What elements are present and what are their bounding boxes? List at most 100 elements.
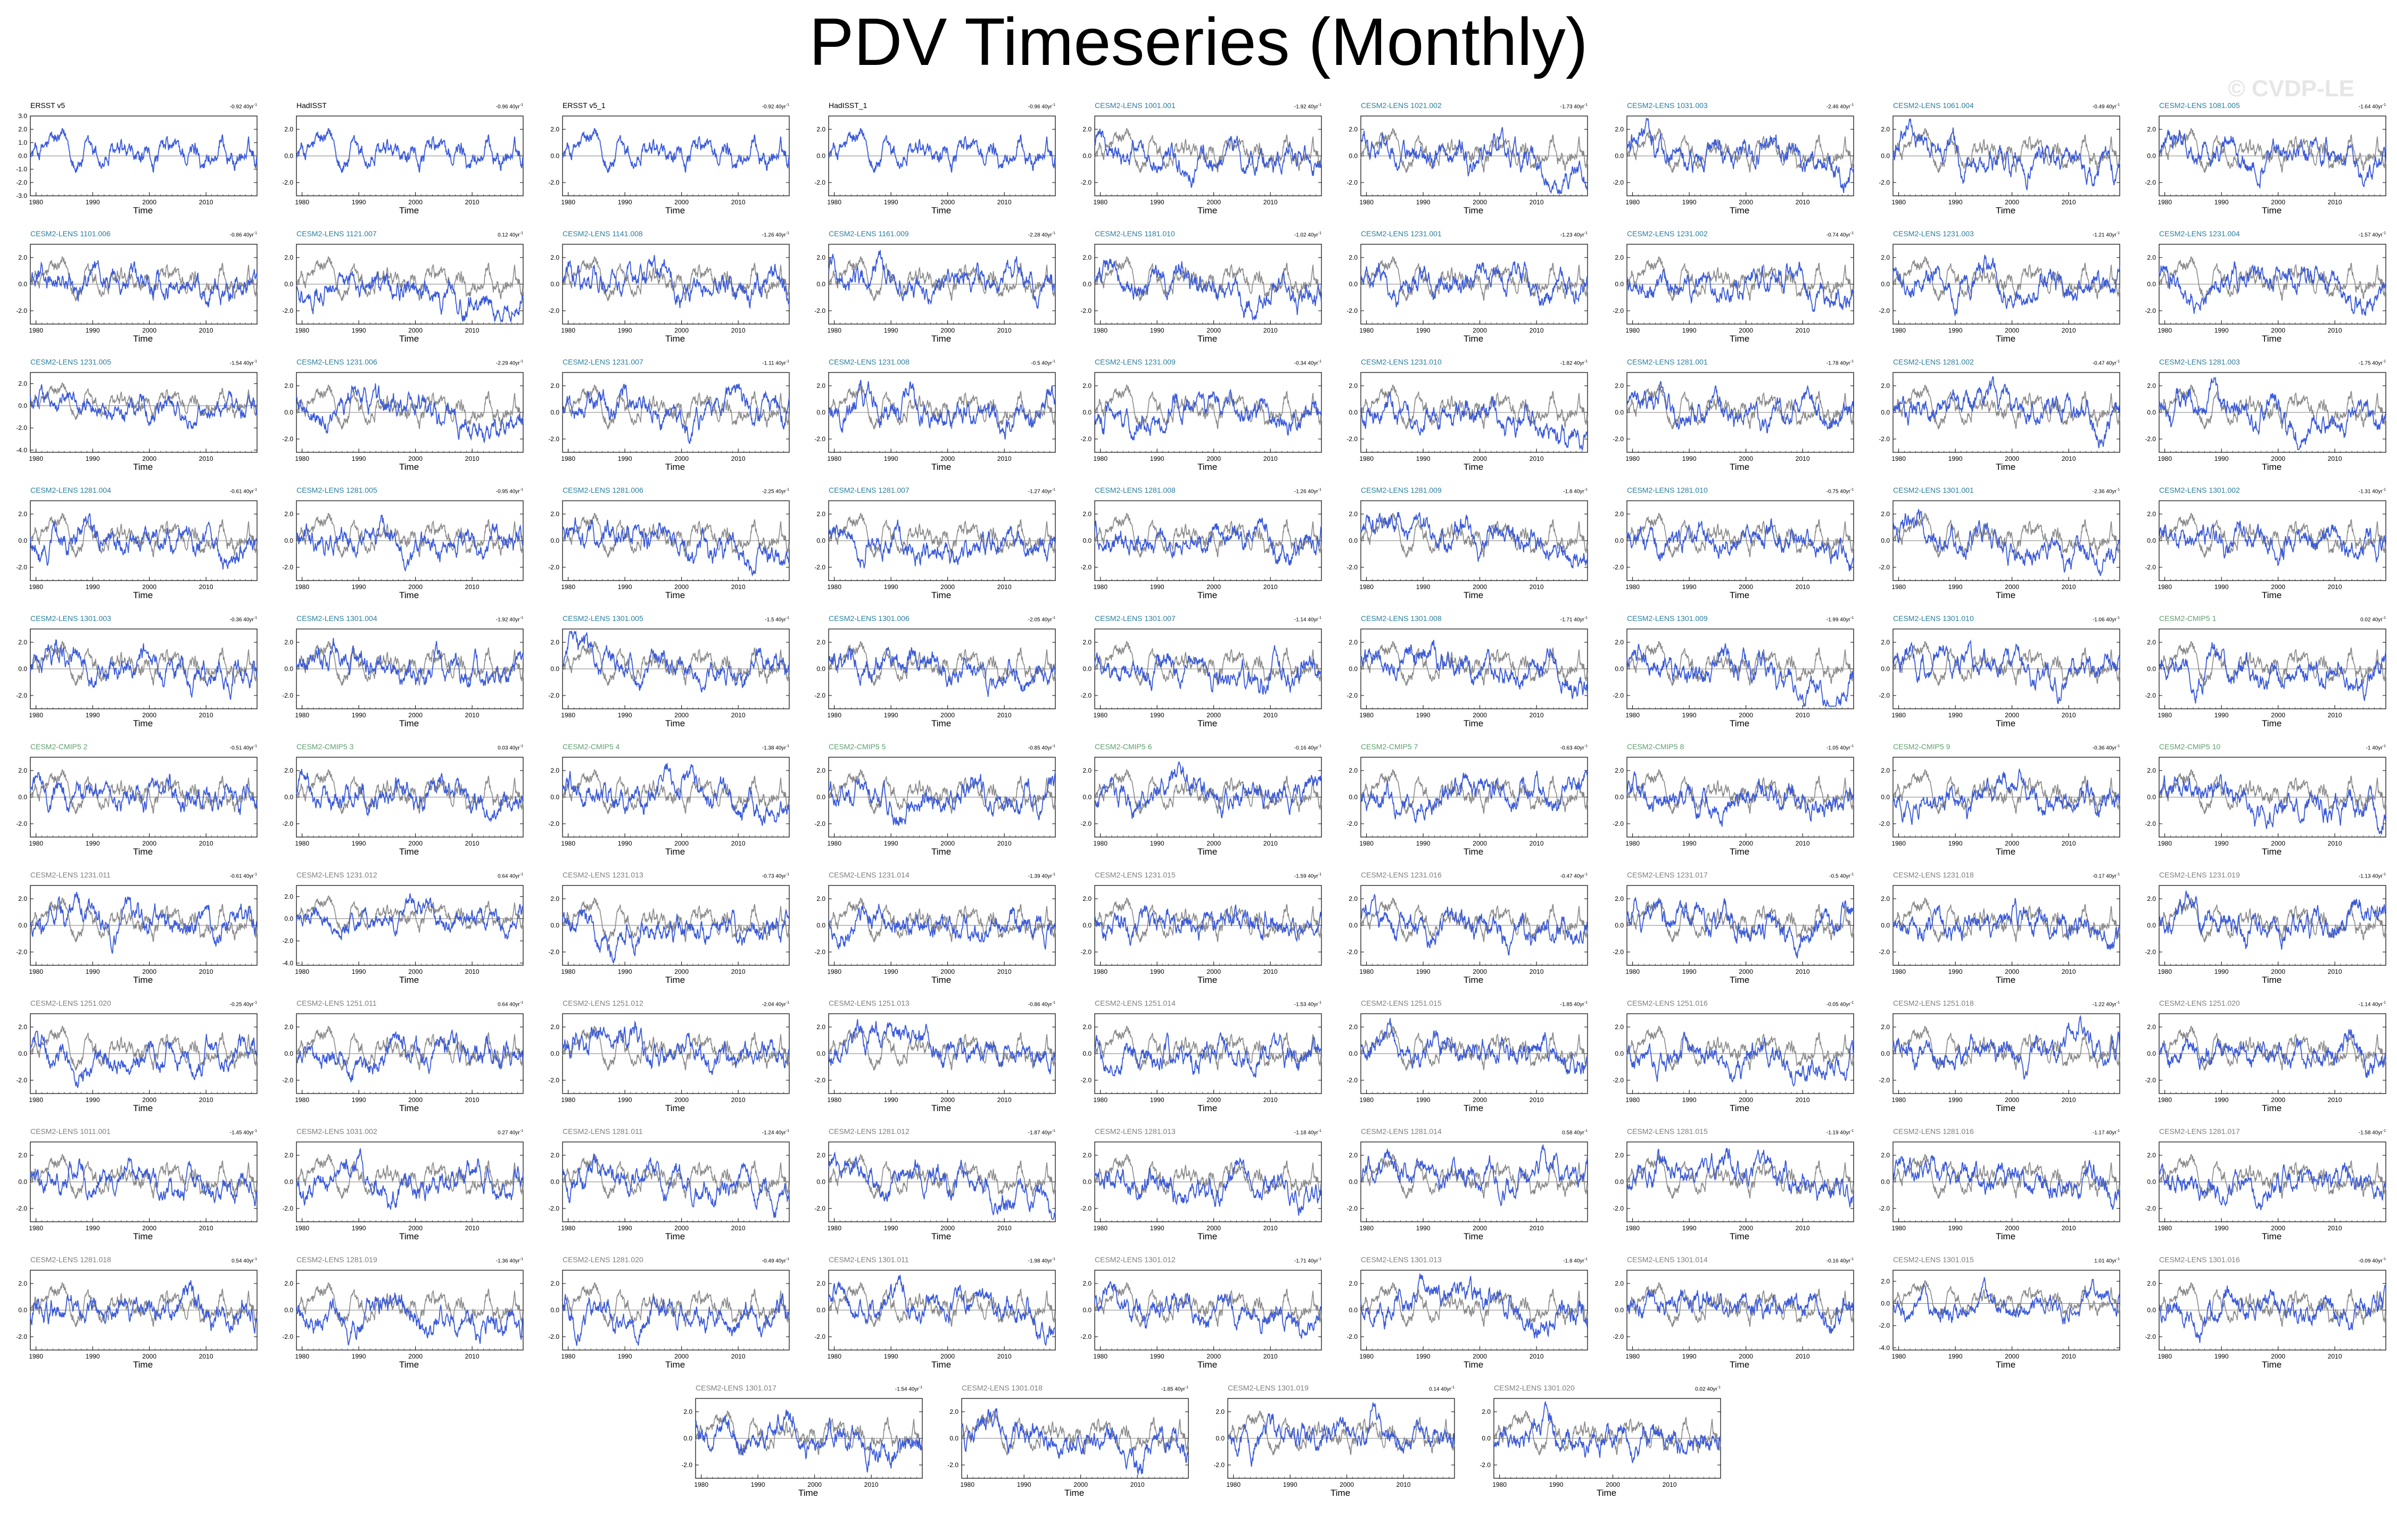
y-tick-label: 2.0 — [2147, 254, 2156, 261]
panel-plot: 2.0 0.0 -2.0 1980 1990 2000 2010 — [1613, 885, 1854, 975]
panel-title: CESM2-LENS 1231.006 — [296, 358, 377, 366]
x-tick-label: 2010 — [1263, 968, 1278, 975]
y-tick-label: -2.0 — [548, 820, 559, 827]
x-tick-label: 2010 — [731, 1096, 746, 1104]
x-tick-label: 2000 — [2271, 968, 2285, 975]
panel-plot: 2.0 0.0 -2.0 1980 1990 2000 2010 — [1346, 885, 1588, 975]
panel-title: CESM2-LENS 1101.006 — [30, 229, 111, 238]
x-tick-label: 2010 — [1796, 1096, 1810, 1104]
y-tick-label: 0.0 — [1349, 1050, 1358, 1057]
obs-series-line — [828, 512, 1056, 558]
y-tick-label: 0.0 — [284, 915, 293, 923]
panel-title: CESM2-LENS 1141.008 — [563, 229, 643, 238]
y-tick-label: 0.0 — [1349, 280, 1358, 288]
panel-trend-label: -1.53 40yr-1 — [1294, 1001, 1321, 1008]
x-axis-label: Time — [1996, 718, 2016, 728]
obs-series-line — [1094, 641, 1322, 686]
panel-trend-label: -2.28 40yr-1 — [1028, 231, 1055, 238]
panel-trend-label: -0.17 40yr-1 — [2092, 873, 2120, 880]
panel-title: CESM2-LENS 1061.004 — [1893, 101, 1974, 110]
panel-plot: 2.0 0.0 -2.0 1980 1990 2000 2010 — [1080, 1013, 1322, 1104]
x-axis-label: Time — [1730, 205, 1750, 216]
y-tick-label: 2.0 — [284, 893, 293, 900]
x-tick-label: 1980 — [295, 711, 309, 719]
x-tick-label: 1980 — [29, 1096, 43, 1104]
x-tick-label: 2010 — [1796, 583, 1810, 591]
x-tick-label: 1980 — [561, 583, 575, 591]
panel-title: HadISST_1 — [829, 101, 867, 110]
panel-trend-label: -2.36 40yr-1 — [2092, 488, 2120, 495]
panel-plot: 2.0 0.0 -2.0 1980 1990 2000 2010 — [548, 1141, 790, 1232]
model-series-line — [1360, 127, 1588, 195]
y-tick-label: -2.0 — [1613, 1077, 1624, 1084]
x-tick-label: 1980 — [29, 327, 43, 334]
panel-trend-label: 0.64 40yr-1 — [498, 1001, 523, 1008]
panel-plot: 2.0 0.0 -2.0 1980 1990 2000 2010 — [2145, 500, 2386, 591]
y-tick-label: 2.0 — [1082, 639, 1092, 646]
y-tick-label: 2.0 — [1615, 639, 1624, 646]
x-tick-label: 2010 — [2062, 198, 2076, 206]
panel-title: CESM2-LENS 1301.004 — [296, 614, 377, 623]
y-tick-label: 0.0 — [1615, 537, 1624, 544]
panel-plot: 2.0 0.0 -2.0 1980 1990 2000 2010 — [814, 372, 1056, 462]
x-tick-label: 2000 — [1473, 711, 1487, 719]
panel-plot: 2.0 0.0 -2.0 1980 1990 2000 2010 — [16, 757, 258, 847]
panel-title: CESM2-LENS 1181.010 — [1095, 229, 1175, 238]
x-axis-label: Time — [399, 334, 419, 344]
y-tick-label: -2.0 — [1879, 564, 1890, 571]
obs-series-line — [1094, 897, 1322, 943]
x-tick-label: 1980 — [29, 711, 43, 719]
x-axis-label: Time — [931, 590, 952, 600]
panel-title: CESM2-LENS 1281.011 — [563, 1127, 643, 1136]
x-tick-label: 2000 — [408, 711, 423, 719]
x-axis-label: Time — [133, 975, 153, 985]
panel-title: CESM2-CMIP5 10 — [2159, 742, 2221, 751]
panel-title: CESM2-CMIP5 5 — [829, 742, 886, 751]
x-tick-label: 2000 — [940, 711, 955, 719]
panel-title: CESM2-LENS 1231.011 — [30, 871, 111, 879]
y-tick-label: -2.0 — [1613, 307, 1624, 314]
x-tick-label: 2000 — [674, 455, 689, 462]
x-axis-label: Time — [2262, 1103, 2282, 1113]
obs-series-line — [562, 1025, 790, 1071]
panel-trend-label: -1.31 40yr-1 — [2358, 488, 2386, 495]
model-series-line — [562, 908, 790, 963]
panel-title: CESM2-LENS 1251.014 — [1095, 999, 1176, 1007]
x-axis-label: Time — [133, 334, 153, 344]
x-tick-label: 2000 — [940, 455, 955, 462]
y-tick-label: -2.0 — [1346, 307, 1358, 314]
x-tick-label: 2010 — [997, 711, 1012, 719]
obs-series-line — [1892, 897, 2120, 943]
x-axis-label: Time — [133, 718, 153, 728]
panel-trend-label: -0.47 40yr-1 — [1560, 873, 1588, 880]
x-tick-label: 1980 — [29, 968, 43, 975]
x-axis-label: Time — [1197, 847, 1218, 857]
obs-series-line — [296, 512, 524, 558]
panel-trend-label: -1.64 40yr-1 — [2358, 103, 2386, 110]
y-tick-label: 2.0 — [1615, 510, 1624, 518]
panel-plot: 2.0 0.0 -2.0 1980 1990 2000 2010 — [548, 115, 790, 206]
panel-title: CESM2-CMIP5 1 — [2159, 614, 2217, 623]
x-tick-label: 1990 — [1948, 455, 1963, 462]
panel-plot: 2.0 0.0 -2.0 1980 1990 2000 2010 — [1879, 500, 2120, 591]
x-tick-label: 2010 — [997, 968, 1012, 975]
x-tick-label: 2000 — [408, 1096, 423, 1104]
x-axis-label: Time — [1464, 975, 1484, 985]
y-tick-label: 0.0 — [2147, 1050, 2156, 1057]
panel-plot: 2.0 0.0 -2.0 1980 1990 2000 2010 — [16, 885, 258, 975]
x-tick-label: 2000 — [940, 583, 955, 591]
panel-trend-label: -1.85 40yr-1 — [1560, 1001, 1588, 1008]
x-tick-label: 2000 — [2271, 1096, 2285, 1104]
y-tick-label: 2.0 — [550, 382, 559, 390]
x-tick-label: 1980 — [29, 455, 43, 462]
y-tick-label: 0.0 — [18, 280, 27, 288]
x-tick-label: 2000 — [2005, 583, 2019, 591]
x-tick-label: 1980 — [827, 1224, 841, 1232]
x-axis-label: Time — [931, 205, 952, 216]
x-tick-label: 1980 — [2158, 198, 2172, 206]
x-tick-label: 1990 — [1150, 1096, 1164, 1104]
model-series-line — [296, 1148, 524, 1210]
x-tick-label: 1990 — [352, 840, 366, 847]
panel-plot: 2.0 0.0 -2.0 1980 1990 2000 2010 — [814, 1013, 1056, 1104]
y-tick-label: 0.0 — [1349, 152, 1358, 160]
